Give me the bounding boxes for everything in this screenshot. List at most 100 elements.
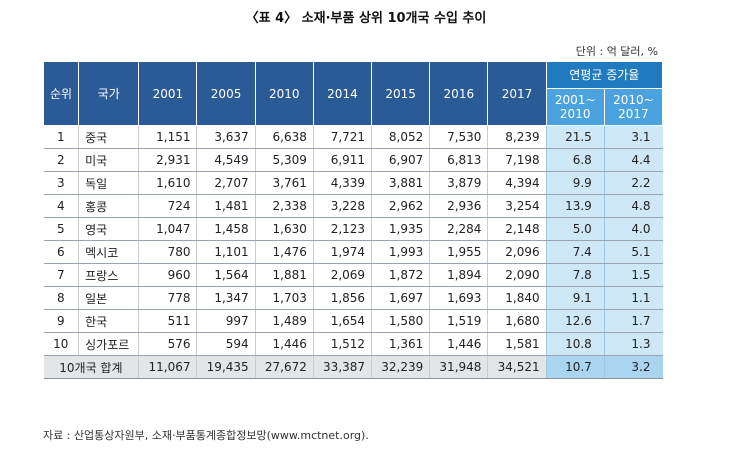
rank-cell: 5 <box>43 217 79 241</box>
rate-cell: 12.6 <box>545 309 605 333</box>
value-cell: 8,239 <box>487 125 547 149</box>
value-cell: 1,481 <box>196 194 256 218</box>
value-cell: 594 <box>196 332 256 356</box>
header-rate-group: 연평균 증가율 <box>545 61 664 89</box>
rank-cell: 2 <box>43 148 79 172</box>
value-cell: 7,198 <box>487 148 547 172</box>
value-cell: 2,936 <box>429 194 488 218</box>
value-cell: 1,654 <box>312 309 372 333</box>
value-cell: 4,549 <box>196 148 256 172</box>
value-cell: 1,935 <box>371 217 430 241</box>
value-cell: 2,962 <box>371 194 430 218</box>
value-cell: 1,693 <box>429 286 488 310</box>
country-cell: 미국 <box>78 148 139 172</box>
value-cell: 3,228 <box>312 194 372 218</box>
value-cell: 1,872 <box>371 263 430 287</box>
value-cell: 1,974 <box>312 240 372 264</box>
country-cell: 멕시코 <box>78 240 139 264</box>
country-cell: 홍콩 <box>78 194 139 218</box>
total-value-cell: 31,948 <box>429 355 488 379</box>
value-cell: 1,680 <box>487 309 547 333</box>
value-cell: 3,879 <box>429 171 488 195</box>
value-cell: 1,856 <box>312 286 372 310</box>
value-cell: 1,840 <box>487 286 547 310</box>
value-cell: 1,361 <box>371 332 430 356</box>
value-cell: 4,339 <box>312 171 372 195</box>
country-cell: 독일 <box>78 171 139 195</box>
rate-cell: 4.0 <box>603 217 663 241</box>
value-cell: 4,394 <box>487 171 547 195</box>
header-rate-period: 2010~ 2017 <box>603 88 664 126</box>
value-cell: 1,703 <box>254 286 314 310</box>
source-note: 자료 : 산업통상자원부, 소재·부품통계종합정보망(www.mctnet.or… <box>43 429 369 442</box>
value-cell: 3,881 <box>371 171 430 195</box>
header-year: 2016 <box>429 61 489 126</box>
rate-cell: 10.8 <box>545 332 605 356</box>
total-value-cell: 33,387 <box>312 355 372 379</box>
table-title: 〈표 4〉 소재·부품 상위 10개국 수입 추이 <box>245 11 487 26</box>
value-cell: 3,254 <box>487 194 547 218</box>
total-label: 10개국 합계 <box>43 355 139 379</box>
rate-cell: 9.9 <box>545 171 605 195</box>
value-cell: 780 <box>138 240 197 264</box>
rate-cell: 1.1 <box>603 286 663 310</box>
rank-cell: 3 <box>43 171 79 195</box>
header-year: 2005 <box>196 61 256 126</box>
total-value-cell: 11,067 <box>138 355 197 379</box>
rate-cell: 7.4 <box>545 240 605 264</box>
country-cell: 프랑스 <box>78 263 139 287</box>
table-row: 3 독일 1,610 2,707 3,761 4,339 3,881 3,879… <box>43 171 663 195</box>
table-row: 2 미국 2,931 4,549 5,309 6,911 6,907 6,813… <box>43 148 663 172</box>
rate-cell: 7.8 <box>545 263 605 287</box>
value-cell: 1,697 <box>371 286 430 310</box>
value-cell: 997 <box>196 309 256 333</box>
value-cell: 7,721 <box>312 125 372 149</box>
value-cell: 6,907 <box>371 148 430 172</box>
value-cell: 511 <box>138 309 197 333</box>
rate-cell: 21.5 <box>545 125 605 149</box>
value-cell: 1,993 <box>371 240 430 264</box>
rate-cell: 1.7 <box>603 309 663 333</box>
value-cell: 1,630 <box>254 217 314 241</box>
value-cell: 1,101 <box>196 240 256 264</box>
total-value-cell: 34,521 <box>487 355 547 379</box>
total-rate-cell: 10.7 <box>545 355 605 379</box>
table-row: 9 한국 511 997 1,489 1,654 1,580 1,519 1,6… <box>43 309 663 333</box>
rate-cell: 1.3 <box>603 332 663 356</box>
value-cell: 1,489 <box>254 309 314 333</box>
rank-cell: 4 <box>43 194 79 218</box>
rate-cell: 4.8 <box>603 194 663 218</box>
value-cell: 724 <box>138 194 197 218</box>
rank-cell: 8 <box>43 286 79 310</box>
value-cell: 2,707 <box>196 171 256 195</box>
value-cell: 2,069 <box>312 263 372 287</box>
rate-cell: 3.1 <box>603 125 663 149</box>
value-cell: 3,761 <box>254 171 314 195</box>
value-cell: 1,512 <box>312 332 372 356</box>
value-cell: 2,148 <box>487 217 547 241</box>
header-rate-period: 2001~ 2010 <box>545 88 605 126</box>
header-rank: 순위 <box>42 61 80 126</box>
header-rate-period-start: 2010~ <box>613 93 654 107</box>
value-cell: 1,955 <box>429 240 488 264</box>
rate-cell: 2.2 <box>603 171 663 195</box>
country-cell: 일본 <box>78 286 139 310</box>
value-cell: 2,096 <box>487 240 547 264</box>
value-cell: 2,338 <box>254 194 314 218</box>
table-row: 4 홍콩 724 1,481 2,338 3,228 2,962 2,936 3… <box>43 194 663 218</box>
value-cell: 6,638 <box>254 125 314 149</box>
value-cell: 2,123 <box>312 217 372 241</box>
value-cell: 960 <box>138 263 197 287</box>
header-year: 2015 <box>371 61 431 126</box>
header-year: 2014 <box>312 61 373 126</box>
value-cell: 6,813 <box>429 148 488 172</box>
value-cell: 1,894 <box>429 263 488 287</box>
value-cell: 1,581 <box>487 332 547 356</box>
country-cell: 한국 <box>78 309 139 333</box>
value-cell: 2,090 <box>487 263 547 287</box>
header-rate-period-end: 2010 <box>559 107 591 121</box>
value-cell: 1,458 <box>196 217 256 241</box>
value-cell: 8,052 <box>371 125 430 149</box>
country-cell: 중국 <box>78 125 139 149</box>
rate-cell: 1.5 <box>603 263 663 287</box>
